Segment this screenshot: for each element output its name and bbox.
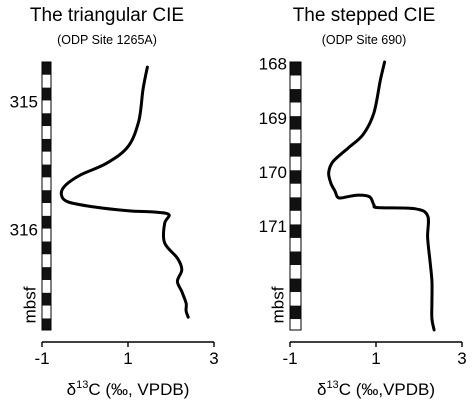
scale-bar-segment [42,203,51,216]
x-tick-labels: -1 1 3 [34,342,219,368]
x-label-sup: 13 [326,379,338,391]
scale-bar-segment [42,113,51,127]
x-axis-label-text: δ13C (‰, VPDB) [67,379,190,399]
scale-bar-segment [42,279,51,293]
scale-bar-segment [290,237,301,252]
scale-bar-segment [42,292,51,306]
panel-subtitle: (ODP Site 690) [322,33,407,47]
x-label-post: C (‰, VPDB) [88,380,189,399]
x-tick-label: 1 [371,349,380,368]
panel-title: The triangular CIE [30,5,184,26]
scale-bar-segment [290,75,301,90]
scale-bar-segment [42,74,51,88]
scale-bar-segment [42,126,51,139]
scale-bar-segment [290,305,301,320]
y-axis-label: mbsf [269,286,288,323]
scale-bar-segment [42,318,51,330]
stepped-cie-panel: The stepped CIE (ODP Site 690) 168 169 170… [259,5,467,399]
scale-bar-segment [290,102,301,117]
scale-bar-segment [290,292,301,306]
x-label-sup: 13 [76,379,88,391]
x-axis-label-text: δ13C (‰,VPDB) [317,379,435,399]
scale-bar-segment [290,224,301,238]
scale-bar-segment [42,241,51,255]
scale-bar-segment [290,129,301,144]
scale-bar-segment [42,267,51,280]
scale-bar-segment [290,156,301,171]
scale-bar-segment [290,62,301,76]
x-tick-labels: -1 1 3 [282,342,467,368]
y-tick-label: 170 [259,163,287,182]
depth-scale-bar [289,61,302,331]
x-axis-label: δ13C (‰,VPDB) [317,379,435,399]
triangular-cie-panel: The triangular CIE (ODP Site 1265A) 3153… [10,5,219,399]
x-tick-label: 3 [457,349,466,368]
y-tick-label: 169 [259,109,287,128]
scale-bar-segment [42,87,51,101]
panel-title: The stepped CIE [293,5,436,26]
isotope-curve [59,65,190,319]
series-group [59,65,190,319]
y-tick-label: 315 [10,92,38,111]
series-group [327,60,436,332]
scale-bar-segment [42,215,51,229]
scale-bar-segment [290,278,301,293]
scale-bar-segment [42,100,51,114]
x-tick-label: -1 [282,349,297,368]
x-label-post: C (‰,VPDB) [339,380,435,399]
x-tick-label: -1 [34,349,49,368]
scale-bar-segment [290,183,301,198]
scale-bar-segment [42,177,51,191]
scale-bar-segment [42,164,51,178]
scale-bar-segment [42,62,51,75]
scale-bar-segment [42,305,51,319]
x-tick-label: 1 [123,349,132,368]
scale-bar-segment [290,210,301,225]
scale-bar-segment [290,319,301,330]
scale-bar-segment [42,228,51,242]
scale-bar-outline [41,61,52,331]
x-label-pre: δ [317,380,326,399]
scale-bar-segment [290,89,301,103]
y-tick-label: 316 [10,220,38,239]
isotope-curve [327,60,436,332]
x-axis-label: δ13C (‰, VPDB) [67,379,190,399]
scale-bar-segment [290,170,301,184]
x-tick-label: 3 [209,349,218,368]
scale-bar-segment [290,265,301,279]
scale-bar-segment [42,254,51,268]
y-tick-labels: 168 169 170 171 [259,55,287,236]
y-tick-labels: 315 316 [10,92,38,239]
x-label-pre: δ [67,380,76,399]
scale-bar-segment [290,116,301,130]
panel-subtitle: (ODP Site 1265A) [57,33,157,47]
scale-bar-segment [42,138,51,152]
y-tick-label: 168 [259,55,287,74]
scale-bar-segment [290,143,301,157]
scale-bar-segment [290,197,301,211]
y-tick-label: 171 [259,217,287,236]
y-axis-label: mbsf [21,286,40,323]
scale-bar-segment [42,151,51,165]
scale-bar-segment [290,251,301,266]
depth-scale-bar [41,61,52,331]
scale-bar-outline [289,61,302,331]
scale-bar-segment [42,190,51,204]
